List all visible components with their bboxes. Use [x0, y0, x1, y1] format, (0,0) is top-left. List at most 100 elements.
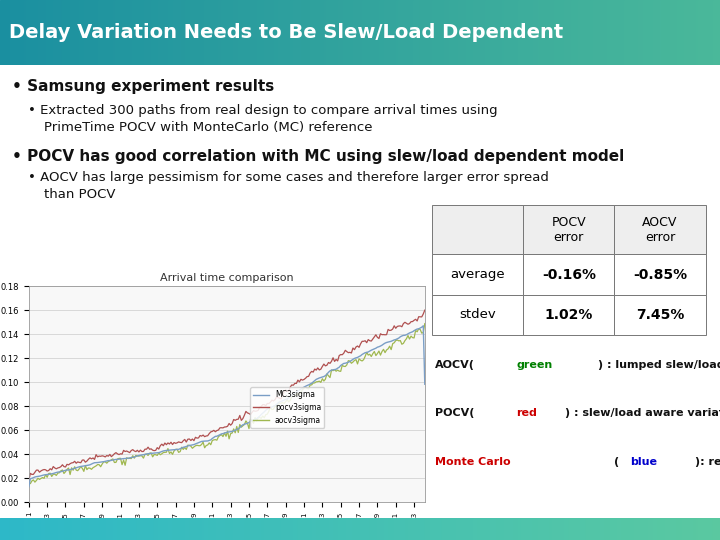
Bar	[53, 518, 56, 540]
Line: MC3sigma: MC3sigma	[29, 326, 425, 487]
Bar	[646, 518, 649, 540]
Bar	[567, 0, 570, 65]
Bar	[521, 0, 524, 65]
Bar	[86, 0, 89, 65]
Bar	[22, 518, 24, 540]
Bar	[504, 0, 507, 65]
Bar	[17, 0, 20, 65]
Bar	[559, 518, 562, 540]
Bar	[261, 0, 265, 65]
Bar	[610, 518, 613, 540]
Bar	[459, 518, 462, 540]
Bar	[305, 0, 308, 65]
Bar	[202, 518, 204, 540]
Bar	[425, 518, 428, 540]
Bar	[621, 0, 625, 65]
Bar	[562, 518, 564, 540]
Bar	[153, 518, 157, 540]
Bar	[715, 518, 719, 540]
Bar	[199, 518, 202, 540]
Bar	[257, 0, 260, 65]
Bar	[531, 518, 534, 540]
Bar	[487, 0, 490, 65]
Bar	[34, 518, 37, 540]
pocv3sigma	[24, 477, 33, 484]
Bar	[259, 0, 262, 65]
Bar	[439, 0, 442, 65]
Bar	[63, 0, 66, 65]
Bar	[682, 0, 685, 65]
Bar	[470, 0, 474, 65]
Bar	[675, 518, 678, 540]
Bar	[24, 0, 27, 65]
Bar	[139, 0, 143, 65]
Bar	[29, 0, 32, 65]
Bar	[168, 0, 171, 65]
Bar	[653, 518, 656, 540]
Bar	[677, 0, 680, 65]
Bar	[24, 518, 27, 540]
Bar	[434, 0, 438, 65]
Bar	[9, 0, 13, 65]
Bar	[410, 518, 413, 540]
Bar	[377, 518, 380, 540]
Bar	[391, 0, 395, 65]
Bar	[223, 0, 226, 65]
Bar	[473, 0, 476, 65]
Bar	[715, 0, 719, 65]
Bar	[621, 518, 625, 540]
Bar	[485, 0, 488, 65]
Bar	[430, 518, 433, 540]
Bar	[209, 0, 212, 65]
Text: • POCV has good correlation with MC using slew/load dependent model: • POCV has good correlation with MC usin…	[12, 148, 624, 164]
Bar	[379, 518, 382, 540]
Bar	[456, 0, 459, 65]
Bar	[425, 0, 428, 65]
Line: pocv3sigma: pocv3sigma	[29, 310, 425, 481]
Bar	[552, 518, 555, 540]
Bar	[74, 518, 78, 540]
Bar	[58, 518, 60, 540]
Bar	[391, 518, 395, 540]
Bar	[701, 0, 704, 65]
Bar	[120, 518, 123, 540]
Bar	[338, 0, 341, 65]
Bar	[94, 0, 96, 65]
Bar	[173, 518, 176, 540]
Bar	[470, 518, 474, 540]
Bar	[545, 0, 548, 65]
Bar	[657, 0, 661, 65]
Bar	[394, 518, 397, 540]
Bar	[711, 518, 714, 540]
Text: green: green	[516, 360, 552, 370]
Bar	[617, 0, 620, 65]
Text: PrimeTime POCV with MonteCarlo (MC) reference: PrimeTime POCV with MonteCarlo (MC) refe…	[44, 121, 372, 134]
Bar	[497, 0, 500, 65]
Bar	[554, 518, 557, 540]
Bar	[523, 518, 526, 540]
Bar	[315, 0, 318, 65]
Bar	[449, 518, 452, 540]
Bar	[266, 518, 269, 540]
Bar	[662, 0, 665, 65]
Bar	[240, 0, 243, 65]
Bar	[495, 518, 498, 540]
Bar	[103, 518, 107, 540]
Text: Delay Variation Needs to Be Slew/Load Dependent: Delay Variation Needs to Be Slew/Load De…	[9, 23, 563, 42]
Bar	[693, 518, 697, 540]
Bar	[331, 0, 334, 65]
Bar	[660, 518, 663, 540]
Bar	[266, 0, 269, 65]
Bar	[581, 518, 584, 540]
Bar	[132, 518, 135, 540]
Bar	[655, 0, 658, 65]
Bar	[77, 0, 80, 65]
Bar	[238, 518, 240, 540]
Bar	[564, 0, 567, 65]
Bar	[531, 0, 534, 65]
pocv3sigma	[402, 320, 411, 327]
Bar	[374, 0, 377, 65]
Bar	[283, 0, 287, 65]
Bar	[427, 0, 431, 65]
Bar	[634, 0, 636, 65]
